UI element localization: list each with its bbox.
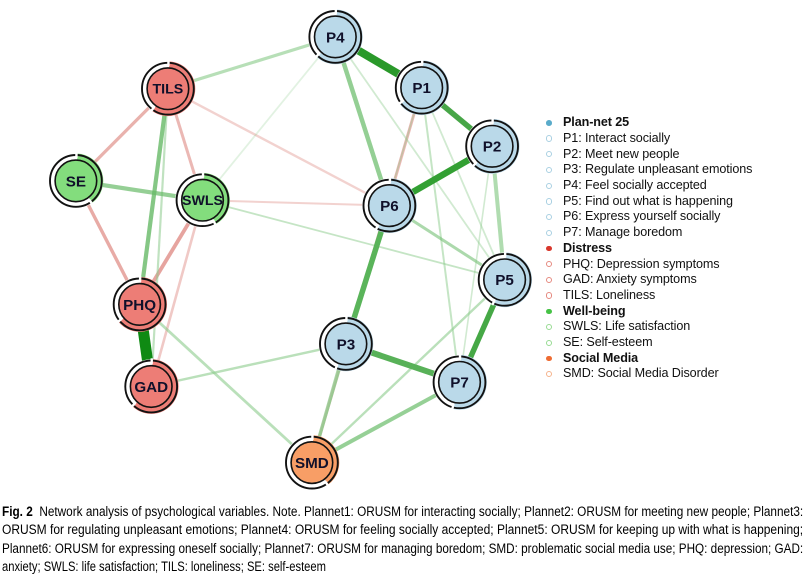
svg-text:P3: P3 xyxy=(337,336,356,353)
svg-text:P5: P5 xyxy=(495,272,514,289)
svg-text:TILS: TILS xyxy=(153,82,184,98)
svg-text:P6: P6 xyxy=(380,198,399,215)
svg-text:P1: P1 xyxy=(412,80,431,97)
svg-text:P4: P4 xyxy=(326,29,345,46)
svg-text:GAD: GAD xyxy=(134,379,168,396)
svg-text:P2: P2 xyxy=(483,139,502,156)
svg-text:PHQ: PHQ xyxy=(123,297,156,314)
svg-text:P7: P7 xyxy=(450,375,469,392)
svg-text:SMD: SMD xyxy=(295,455,329,472)
svg-text:SWLS: SWLS xyxy=(182,193,223,209)
svg-text:SE: SE xyxy=(66,173,86,190)
